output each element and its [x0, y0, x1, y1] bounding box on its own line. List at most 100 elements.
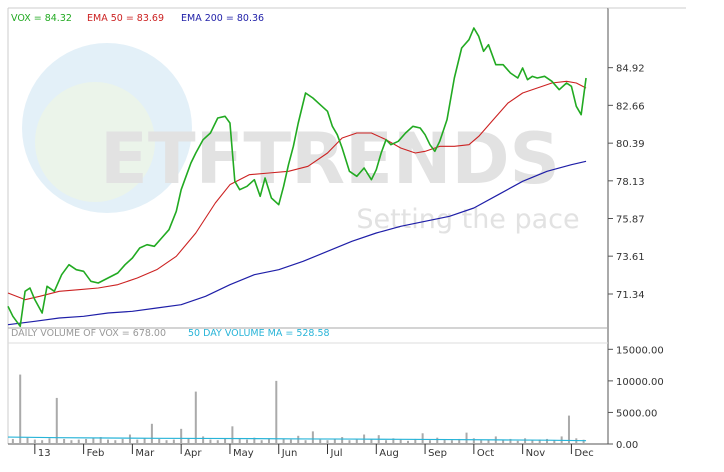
x-tick-label: Aug: [379, 448, 399, 459]
x-tick-label: Nov: [526, 448, 546, 459]
volume-bar: [333, 438, 336, 444]
price-y-tick-label: 71.34: [616, 290, 645, 301]
volume-y-axis: 15000.00 10000.00 5000.00 0.00: [608, 345, 664, 451]
x-tick-label: Oct: [477, 448, 494, 459]
x-tick-label: Dec: [574, 448, 593, 459]
ema-200-line: [7, 160, 587, 326]
volume-bar: [311, 431, 314, 444]
x-tick-label: 13: [38, 448, 51, 459]
watermark-logo: ETFTRENDS: [100, 118, 560, 200]
volume-bar: [407, 440, 409, 444]
volume-bar: [19, 374, 22, 444]
volume-bar: [209, 439, 212, 444]
price-y-tick-label: 75.87: [616, 215, 645, 226]
volume-bar: [48, 438, 51, 444]
volume-bar: [458, 438, 461, 444]
volume-bar: [326, 440, 329, 444]
legend-vox: VOX = 84.32: [11, 13, 72, 24]
price-y-tick-label: 82.66: [616, 101, 645, 112]
volume-bar: [553, 440, 556, 444]
volume-bar: [275, 380, 278, 444]
volume-bar: [428, 440, 431, 444]
volume-bar: [355, 439, 358, 444]
volume-bar: [202, 436, 205, 444]
volume-bar: [158, 438, 161, 444]
volume-bar: [582, 439, 585, 444]
volume-ma-line: [7, 436, 587, 442]
volume-bar: [260, 440, 263, 444]
volume-bar: [11, 438, 14, 444]
volume-bar: [282, 438, 285, 444]
volume-bar: [216, 440, 219, 444]
volume-bar: [509, 438, 512, 444]
volume-bar: [41, 440, 44, 444]
volume-bar: [546, 438, 549, 444]
volume-bar: [289, 439, 292, 444]
volume-bar: [246, 439, 249, 444]
volume-bar: [55, 397, 58, 444]
legend-daily-volume: DAILY VOLUME OF VOX = 678.00: [11, 328, 166, 339]
volume-y-tick-label: 10000.00: [616, 377, 664, 388]
volume-bar: [267, 438, 270, 444]
volume-bar: [443, 439, 446, 444]
price-y-tick-label: 80.39: [616, 139, 645, 150]
volume-bar: [231, 426, 234, 444]
volume-bar: [392, 438, 395, 444]
volume-y-tick-label: 0.00: [616, 440, 638, 451]
volume-bar: [465, 432, 468, 444]
volume-bar: [180, 428, 183, 444]
volume-bar: [33, 439, 36, 444]
watermark-tagline: Setting the pace: [356, 204, 579, 235]
volume-bar: [436, 437, 439, 444]
volume-bar: [575, 438, 578, 444]
legend-ema-50: EMA 50 = 83.69: [87, 13, 164, 24]
volume-bar: [399, 439, 402, 444]
x-tick-label: Jun: [281, 448, 298, 459]
volume-bar: [165, 440, 168, 444]
volume-bar: [421, 433, 424, 444]
volume-bar: [414, 438, 417, 444]
volume-y-tick-label: 15000.00: [616, 345, 664, 356]
volume-bar: [121, 438, 124, 444]
price-y-tick-label: 78.13: [616, 177, 645, 188]
vox-price-line: [7, 27, 587, 328]
volume-bar: [63, 438, 66, 444]
volume-bar: [487, 439, 490, 444]
volume-bar: [114, 440, 117, 444]
volume-bar: [341, 437, 344, 444]
volume-bar: [538, 439, 541, 444]
volume-bar: [304, 440, 307, 444]
volume-bar: [128, 434, 131, 444]
volume-bar: [502, 440, 505, 444]
volume-bar: [92, 438, 95, 444]
price-y-axis: 84.92 82.66 80.39 78.13 75.87 73.61 71.34: [608, 64, 645, 301]
volume-legend: DAILY VOLUME OF VOX = 678.00 50 DAY VOLU…: [11, 328, 330, 339]
volume-bar: [136, 439, 139, 444]
x-tick-label: Apr: [184, 448, 202, 459]
volume-bar: [70, 440, 73, 444]
x-tick-label: Mar: [135, 448, 155, 459]
legend-volume-ma: 50 DAY VOLUME MA = 528.58: [188, 328, 330, 339]
volume-bar: [319, 439, 322, 444]
volume-bar: [253, 437, 256, 444]
volume-bar: [143, 438, 146, 444]
volume-bar: [370, 438, 373, 444]
volume-bar: [385, 440, 388, 444]
price-y-tick-label: 73.61: [616, 252, 645, 263]
volume-bar: [524, 438, 527, 444]
volume-bars: [7, 374, 587, 444]
volume-bar: [172, 439, 175, 444]
volume-bar: [107, 439, 109, 444]
volume-bar: [480, 440, 483, 444]
volume-bar: [531, 440, 534, 444]
volume-bar: [567, 415, 570, 444]
volume-bar: [348, 440, 351, 444]
x-tick-label: Jul: [330, 448, 343, 459]
x-tick-label: May: [233, 448, 254, 459]
price-y-tick-label: 84.92: [616, 64, 645, 75]
volume-bar: [26, 437, 29, 444]
x-axis: 13 Feb Mar Apr May Jun Jul Aug Sep Oct Nov Dec: [34, 444, 594, 459]
volume-bar: [194, 391, 197, 444]
x-tick-label: Sep: [428, 448, 447, 459]
